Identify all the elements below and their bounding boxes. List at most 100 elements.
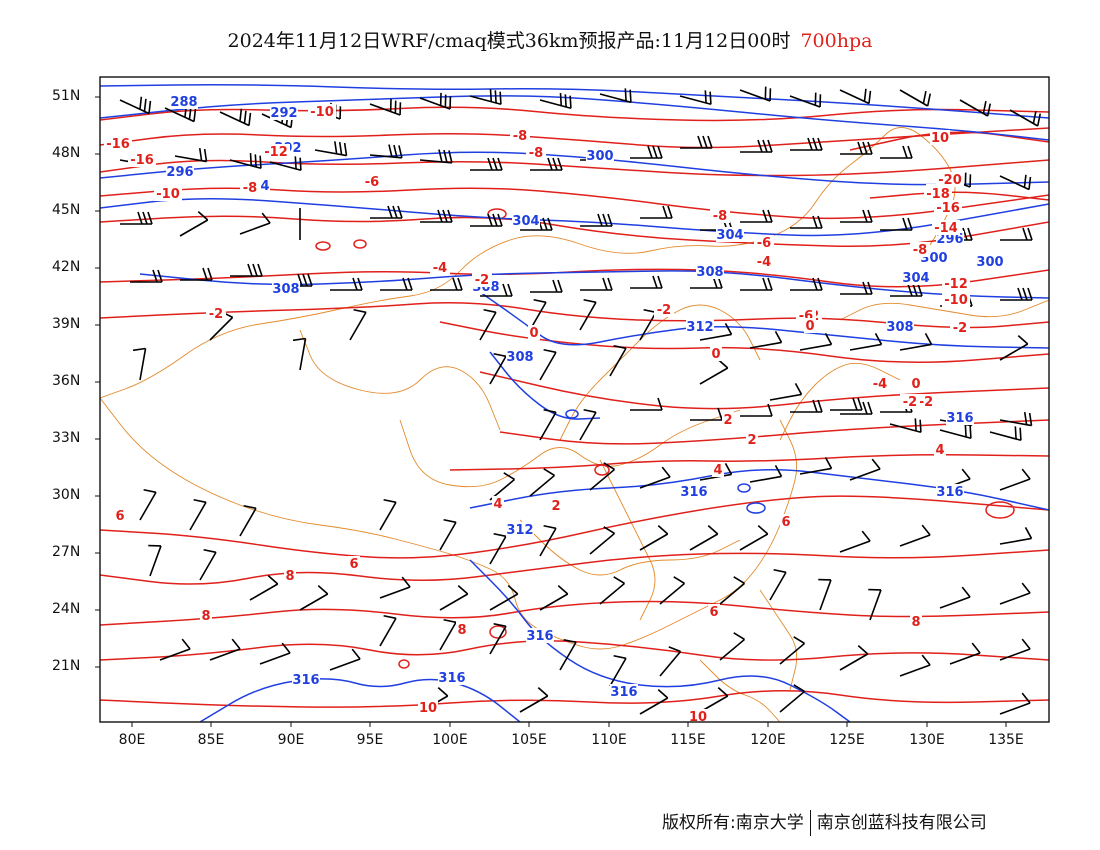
wind-barb bbox=[849, 332, 883, 351]
contour-label: -10 bbox=[944, 293, 968, 308]
contour-label: 10 bbox=[419, 701, 437, 716]
contour-label: 6 bbox=[709, 605, 718, 620]
wind-barb bbox=[959, 99, 992, 117]
wind-barb bbox=[380, 277, 413, 291]
wind-barb bbox=[530, 279, 563, 293]
wind-barb bbox=[999, 335, 1029, 361]
contour-label-bg bbox=[710, 208, 730, 223]
wind-barb bbox=[849, 458, 881, 481]
contour-label: 316 bbox=[292, 673, 319, 688]
wind-barb bbox=[230, 263, 263, 277]
contour-label: -10 bbox=[156, 187, 180, 202]
wind-barb bbox=[148, 544, 162, 577]
copyright-footer: 版权所有:南京大学 南京创蓝科技有限公司 bbox=[662, 808, 987, 836]
contour-label: -2 bbox=[953, 321, 967, 336]
wind-barb bbox=[999, 468, 1031, 491]
wind-barb bbox=[939, 586, 971, 609]
contour-label-bg bbox=[934, 200, 962, 215]
contour-label: 292 bbox=[270, 106, 297, 121]
contour-label-bg bbox=[916, 394, 936, 409]
contour-label: 316 bbox=[438, 671, 465, 686]
wind-barb bbox=[790, 215, 823, 229]
wind-barb bbox=[839, 88, 872, 105]
temperature-isoline bbox=[100, 640, 1049, 661]
wind-barb bbox=[719, 632, 746, 661]
wind-barb bbox=[330, 277, 363, 291]
wind-barb bbox=[179, 211, 209, 237]
wind-barb bbox=[229, 153, 262, 170]
wind-barb bbox=[739, 86, 772, 102]
contour-label-bg bbox=[270, 105, 298, 120]
wind-barb bbox=[539, 408, 557, 441]
contour-label-bg bbox=[550, 498, 562, 513]
border-line bbox=[599, 459, 656, 621]
contour-label: -8 bbox=[513, 129, 527, 144]
wind-barb bbox=[690, 407, 723, 421]
lon-label: 90E bbox=[277, 732, 305, 748]
contour-label-bg bbox=[976, 254, 1004, 269]
wind-barb bbox=[949, 642, 981, 665]
lat-label: 45N bbox=[52, 202, 81, 218]
contour-label: 8 bbox=[911, 615, 920, 630]
lat-label: 27N bbox=[52, 544, 81, 560]
contour-label-bg bbox=[754, 254, 774, 269]
contour-label-bg bbox=[710, 346, 722, 361]
temperature-isoline bbox=[985, 501, 1015, 519]
contour-label-bg bbox=[686, 319, 714, 334]
contour-label: 2 bbox=[723, 413, 732, 428]
wind-barb bbox=[779, 684, 806, 713]
wind-barb bbox=[999, 582, 1031, 605]
wind-barb bbox=[479, 308, 497, 341]
contour-label-bg bbox=[942, 292, 970, 307]
contour-label-bg bbox=[430, 260, 450, 275]
wind-barb bbox=[349, 308, 367, 341]
contour-label: 316 bbox=[946, 411, 973, 426]
wind-barb bbox=[899, 524, 931, 547]
contour-label: -4 bbox=[433, 261, 447, 276]
contour-label: 304 bbox=[716, 228, 743, 243]
contour-label: 312 bbox=[506, 523, 533, 538]
wind-barb bbox=[609, 654, 627, 687]
wind-barb bbox=[599, 88, 632, 104]
temperature-isoline bbox=[479, 371, 1049, 410]
wind-barb bbox=[379, 498, 397, 531]
wind-barb bbox=[840, 209, 873, 223]
lat-label: 30N bbox=[52, 487, 81, 503]
temperature-isoline bbox=[439, 321, 1049, 363]
wind-barb bbox=[799, 332, 833, 351]
contour-label-bg bbox=[510, 128, 530, 143]
wind-barb bbox=[999, 526, 1033, 545]
contour-label-bg bbox=[512, 213, 540, 228]
lat-label: 33N bbox=[52, 430, 81, 446]
wind-barb bbox=[889, 418, 922, 434]
wind-barb bbox=[630, 275, 663, 289]
wind-barb bbox=[269, 156, 302, 172]
contour-label-bg bbox=[128, 152, 156, 167]
contour-label-bg bbox=[418, 700, 438, 715]
wind-barbs bbox=[119, 86, 1042, 715]
wind-barb bbox=[419, 92, 452, 110]
contour-label: 0 bbox=[711, 347, 720, 362]
wind-barb bbox=[719, 576, 746, 605]
wind-barb bbox=[469, 89, 502, 106]
contour-label-bg bbox=[754, 235, 774, 250]
wind-barb bbox=[609, 344, 627, 377]
wind-barb bbox=[868, 588, 882, 621]
border-line bbox=[100, 397, 798, 650]
temperature-contours bbox=[100, 106, 1049, 708]
wind-barb bbox=[1009, 109, 1042, 127]
wind-barb bbox=[890, 283, 923, 297]
contour-label-bg bbox=[526, 145, 546, 160]
wind-barb bbox=[749, 330, 783, 349]
lon-label: 85E bbox=[197, 732, 225, 748]
wind-barb bbox=[999, 692, 1031, 715]
wind-barb bbox=[580, 213, 613, 227]
contour-label-bg bbox=[804, 318, 816, 333]
wind-barb bbox=[299, 585, 329, 611]
wind-barb bbox=[369, 98, 402, 116]
contour-label: 308 bbox=[886, 320, 913, 335]
contour-label: -4 bbox=[757, 255, 771, 270]
lon-label: 105E bbox=[511, 732, 547, 748]
wind-barb bbox=[740, 277, 773, 291]
